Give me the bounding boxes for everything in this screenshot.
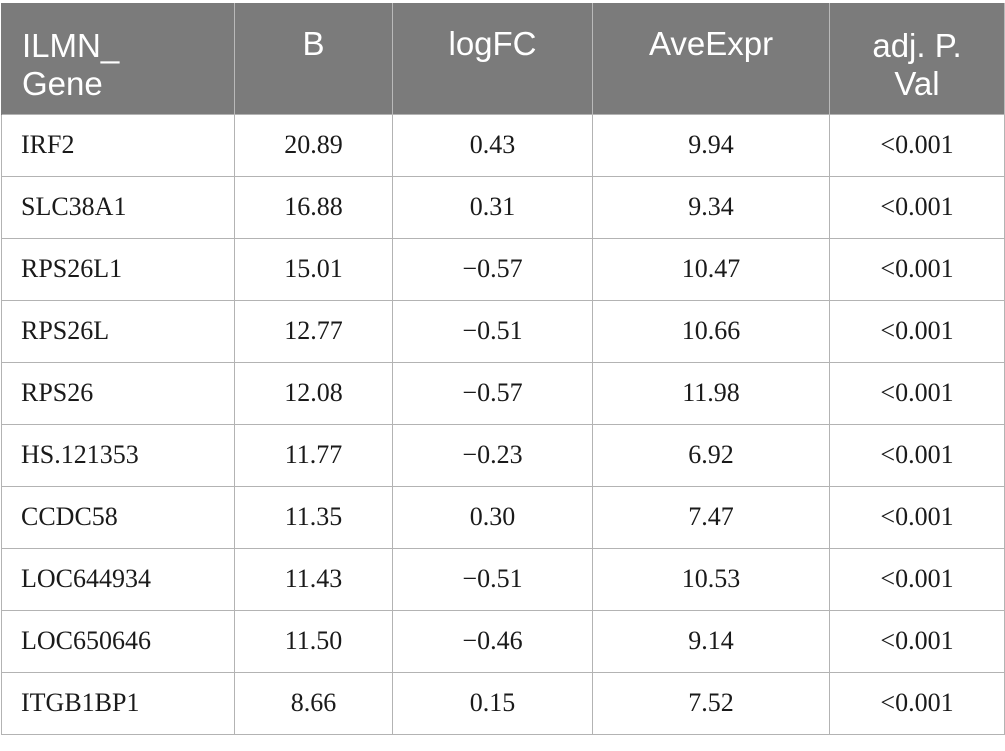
cell-logfc: −0.23 — [392, 423, 593, 487]
cell-adj-p-val: <0.001 — [829, 237, 1005, 301]
cell-logfc: −0.57 — [392, 361, 593, 425]
table-body: IRF2 20.89 0.43 9.94 <0.001 SLC38A1 16.8… — [1, 113, 1005, 735]
table-row: RPS26 12.08 −0.57 11.98 <0.001 — [1, 361, 1005, 425]
cell-adj-p-val: <0.001 — [829, 361, 1005, 425]
table-row: RPS26L1 15.01 −0.57 10.47 <0.001 — [1, 237, 1005, 301]
header-adj-p-val: adj. P. Val — [829, 3, 1005, 114]
header-adj-p-val-line1: adj. P. — [872, 27, 962, 64]
cell-logfc: 0.30 — [392, 485, 593, 549]
header-b: B — [234, 3, 393, 114]
cell-b: 11.35 — [234, 485, 393, 549]
header-aveexpr: AveExpr — [592, 3, 830, 114]
table-row: CCDC58 11.35 0.30 7.47 <0.001 — [1, 485, 1005, 549]
cell-adj-p-val: <0.001 — [829, 485, 1005, 549]
cell-adj-p-val: <0.001 — [829, 175, 1005, 239]
header-aveexpr-label: AveExpr — [648, 25, 774, 62]
cell-aveexpr: 9.14 — [592, 609, 830, 673]
header-ilmn-gene-line1: ILMN_ — [22, 27, 120, 64]
gene-table-container: ILMN_ Gene B logFC AveExpr adj. P. Val — [1, 3, 1005, 735]
cell-b: 16.88 — [234, 175, 393, 239]
cell-aveexpr: 7.52 — [592, 671, 830, 735]
cell-adj-p-val: <0.001 — [829, 671, 1005, 735]
cell-aveexpr: 10.53 — [592, 547, 830, 611]
cell-b: 11.77 — [234, 423, 393, 487]
cell-b: 11.43 — [234, 547, 393, 611]
table-header: ILMN_ Gene B logFC AveExpr adj. P. Val — [1, 3, 1005, 114]
header-ilmn-gene-line2: Gene — [22, 65, 103, 102]
cell-gene: RPS26L — [1, 299, 235, 363]
header-logfc-label: logFC — [448, 25, 537, 62]
gene-expression-table: ILMN_ Gene B logFC AveExpr adj. P. Val — [1, 3, 1005, 735]
cell-aveexpr: 11.98 — [592, 361, 830, 425]
header-ilmn-gene: ILMN_ Gene — [1, 3, 235, 114]
table-row: HS.121353 11.77 −0.23 6.92 <0.001 — [1, 423, 1005, 487]
header-adj-p-val-line2: Val — [894, 65, 940, 102]
cell-gene: LOC644934 — [1, 547, 235, 611]
cell-gene: LOC650646 — [1, 609, 235, 673]
header-b-label: B — [302, 25, 325, 62]
cell-adj-p-val: <0.001 — [829, 423, 1005, 487]
cell-logfc: −0.51 — [392, 547, 593, 611]
cell-gene: CCDC58 — [1, 485, 235, 549]
cell-aveexpr: 10.47 — [592, 237, 830, 301]
cell-gene: HS.121353 — [1, 423, 235, 487]
cell-b: 11.50 — [234, 609, 393, 673]
cell-b: 8.66 — [234, 671, 393, 735]
cell-adj-p-val: <0.001 — [829, 113, 1005, 177]
cell-logfc: 0.15 — [392, 671, 593, 735]
table-row: ITGB1BP1 8.66 0.15 7.52 <0.001 — [1, 671, 1005, 735]
cell-gene: ITGB1BP1 — [1, 671, 235, 735]
cell-adj-p-val: <0.001 — [829, 299, 1005, 363]
cell-b: 20.89 — [234, 113, 393, 177]
table-row: LOC644934 11.43 −0.51 10.53 <0.001 — [1, 547, 1005, 611]
cell-logfc: −0.57 — [392, 237, 593, 301]
cell-gene: IRF2 — [1, 113, 235, 177]
cell-logfc: 0.43 — [392, 113, 593, 177]
cell-b: 12.08 — [234, 361, 393, 425]
cell-gene: RPS26 — [1, 361, 235, 425]
cell-aveexpr: 9.34 — [592, 175, 830, 239]
cell-aveexpr: 7.47 — [592, 485, 830, 549]
cell-adj-p-val: <0.001 — [829, 547, 1005, 611]
table-row: IRF2 20.89 0.43 9.94 <0.001 — [1, 113, 1005, 177]
header-logfc: logFC — [392, 3, 593, 114]
cell-gene: RPS26L1 — [1, 237, 235, 301]
cell-logfc: 0.31 — [392, 175, 593, 239]
table-row: SLC38A1 16.88 0.31 9.34 <0.001 — [1, 175, 1005, 239]
cell-aveexpr: 6.92 — [592, 423, 830, 487]
table-row: RPS26L 12.77 −0.51 10.66 <0.001 — [1, 299, 1005, 363]
table-row: LOC650646 11.50 −0.46 9.14 <0.001 — [1, 609, 1005, 673]
cell-aveexpr: 9.94 — [592, 113, 830, 177]
cell-b: 15.01 — [234, 237, 393, 301]
cell-aveexpr: 10.66 — [592, 299, 830, 363]
header-row: ILMN_ Gene B logFC AveExpr adj. P. Val — [1, 3, 1005, 114]
cell-adj-p-val: <0.001 — [829, 609, 1005, 673]
cell-b: 12.77 — [234, 299, 393, 363]
cell-logfc: −0.46 — [392, 609, 593, 673]
cell-gene: SLC38A1 — [1, 175, 235, 239]
cell-logfc: −0.51 — [392, 299, 593, 363]
